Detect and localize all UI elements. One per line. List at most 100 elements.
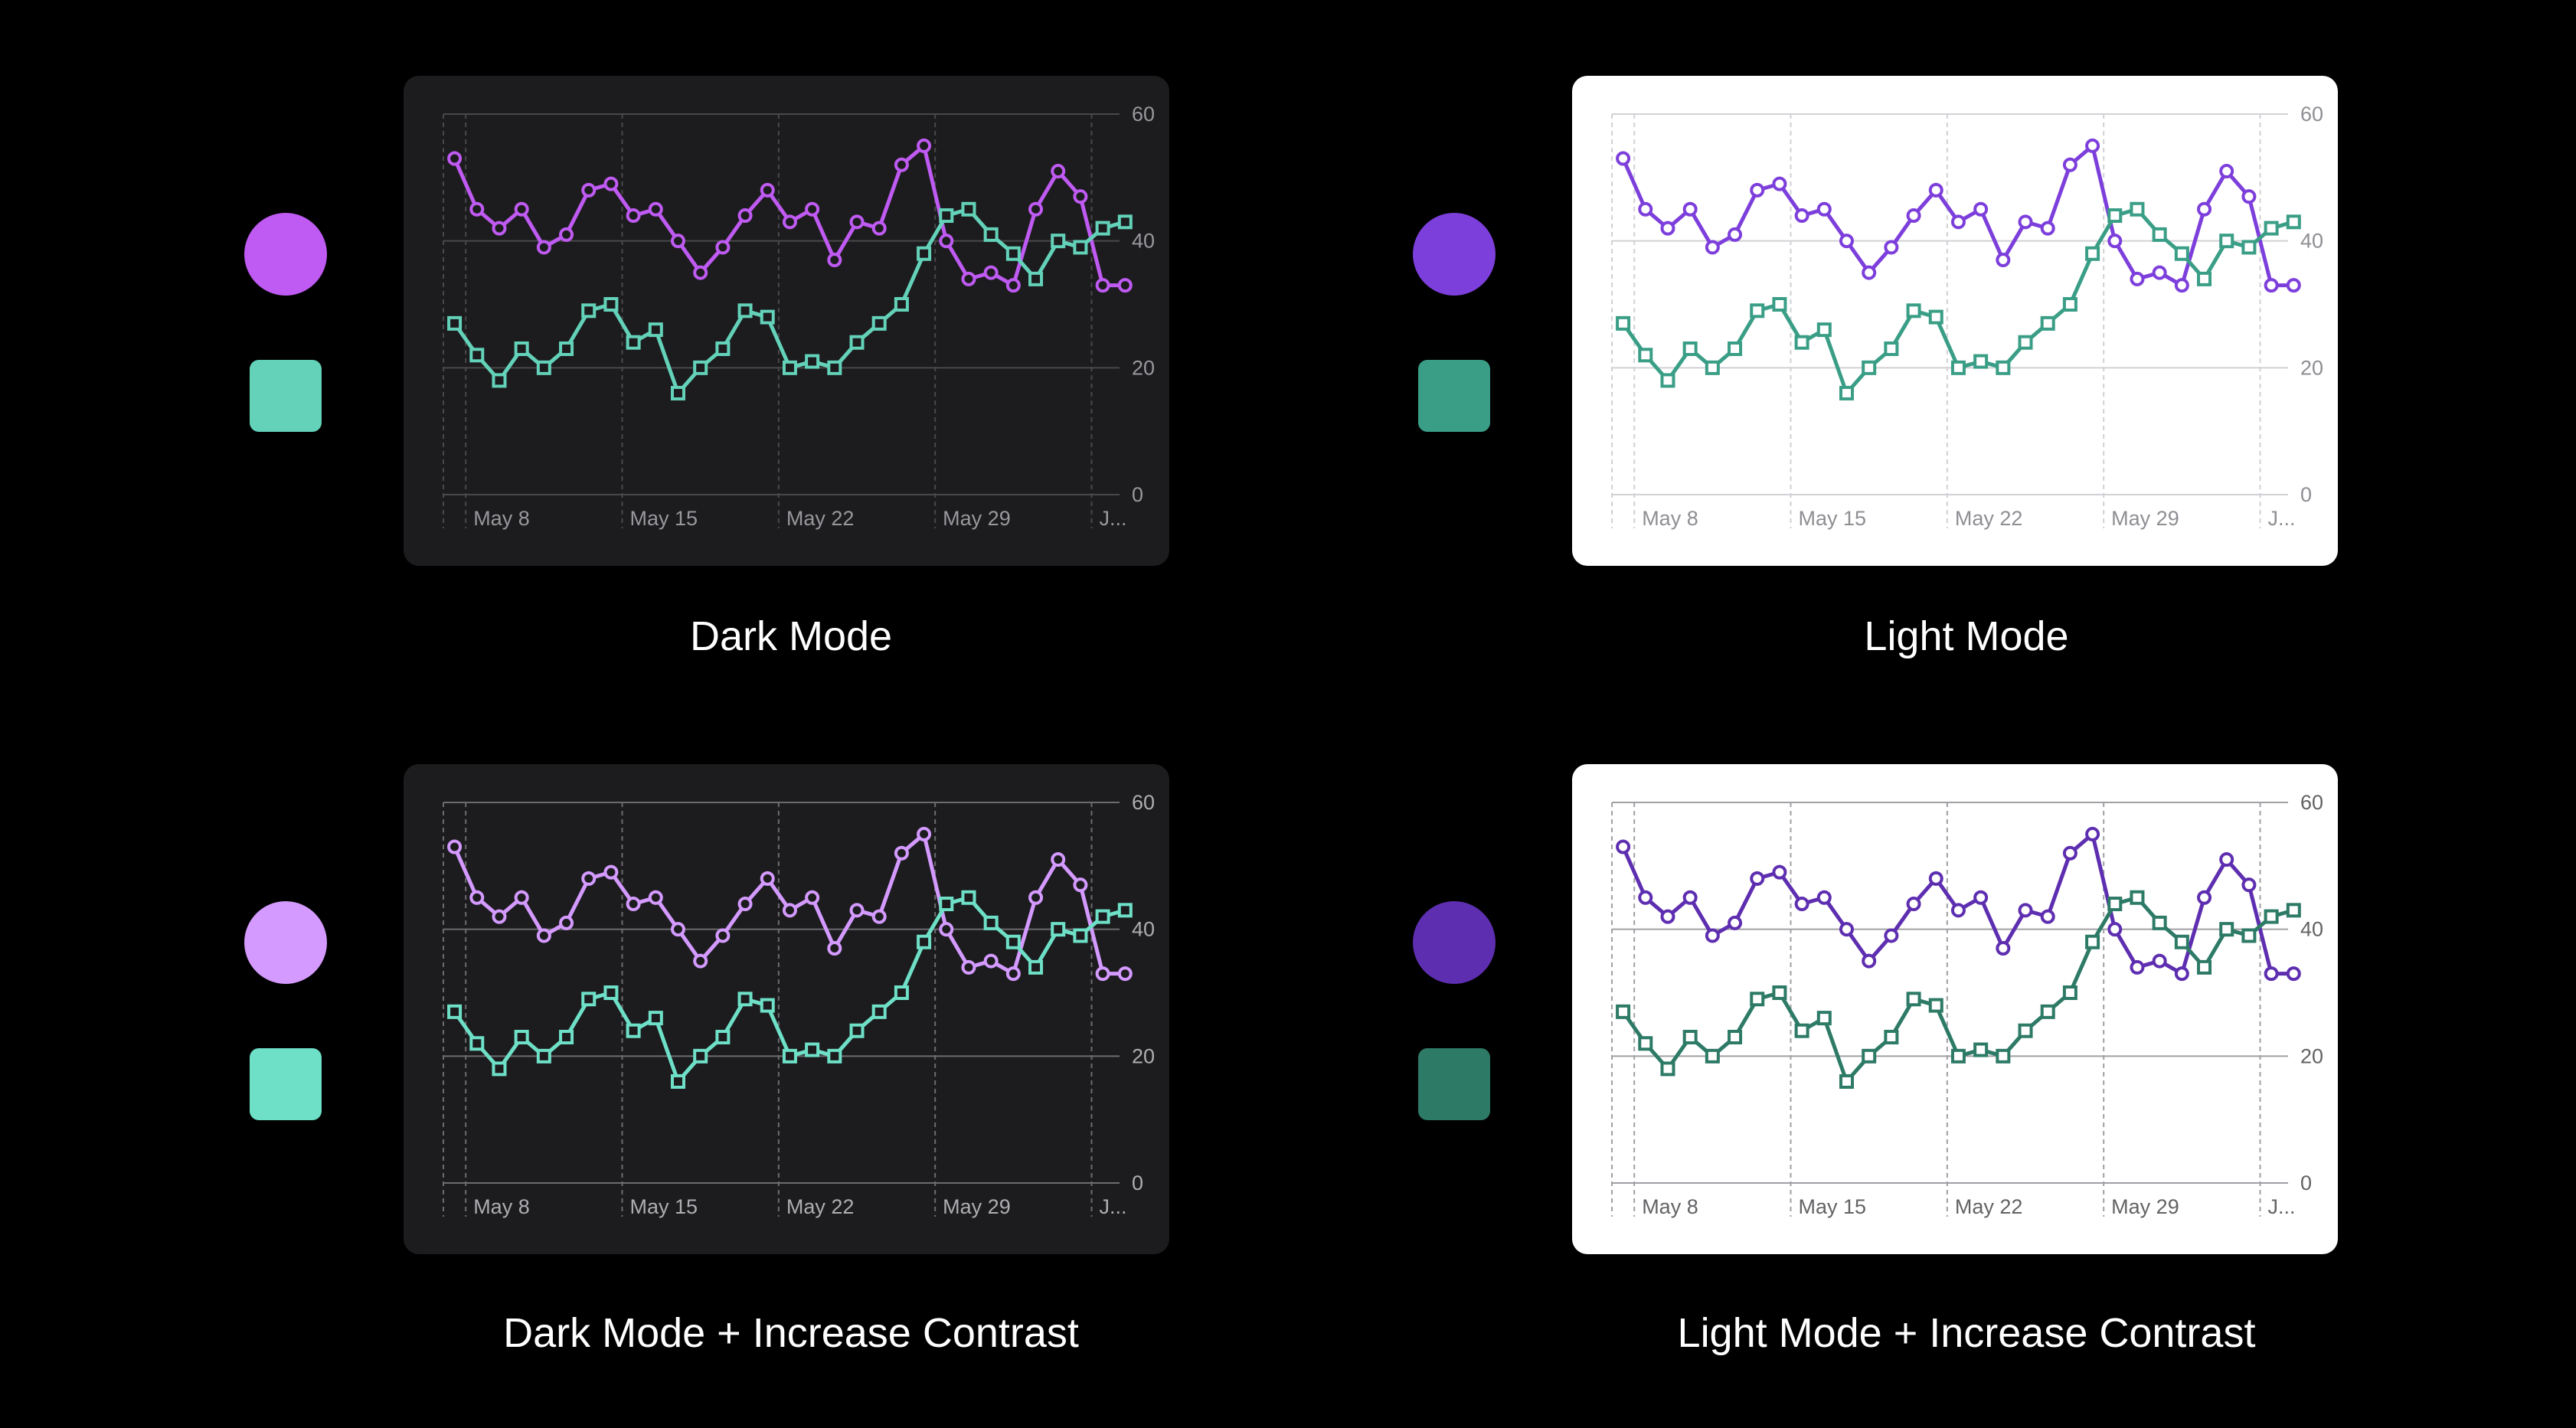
purple-series-swatch	[244, 901, 327, 984]
purple-data-point	[2085, 138, 2100, 153]
teal-data-point	[2286, 903, 2301, 918]
purple-data-point	[1616, 839, 1631, 855]
purple-data-point	[1996, 941, 2011, 956]
purple-data-point	[983, 265, 999, 280]
teal-data-point	[1095, 909, 1110, 924]
teal-data-point	[939, 897, 954, 912]
teal-data-point	[1728, 341, 1743, 356]
purple-data-point	[492, 221, 507, 236]
y-tick-label: 40	[2300, 918, 2323, 941]
purple-data-point	[1682, 890, 1698, 905]
purple-data-point	[1028, 890, 1044, 905]
purple-data-point	[871, 909, 887, 924]
teal-data-point	[469, 348, 485, 363]
x-tick-label: J...	[2268, 507, 2296, 530]
x-tick-label: May 29	[2111, 1195, 2179, 1218]
teal-data-point	[1638, 1036, 1653, 1051]
purple-data-point	[1117, 966, 1133, 982]
x-tick-label: May 15	[1799, 507, 1867, 530]
teal-data-point	[871, 1004, 887, 1019]
purple-data-point	[2241, 877, 2257, 893]
teal-data-point	[492, 1061, 507, 1077]
purple-data-point	[2219, 852, 2234, 868]
teal-data-point	[1772, 985, 1787, 1000]
teal-data-point	[447, 1004, 463, 1019]
purple-data-point	[871, 221, 887, 236]
x-tick-label: May 8	[473, 507, 530, 530]
teal-data-point	[447, 315, 463, 331]
teal-data-point	[1051, 922, 1066, 937]
y-tick-label: 0	[2300, 1171, 2312, 1194]
teal-data-point	[2197, 959, 2212, 975]
teal-data-point	[1928, 309, 1943, 325]
line-chart: 0 20 40 60 May 8 May 15 May 22 May 29 J...	[1611, 791, 2323, 1218]
purple-data-point	[1950, 903, 1966, 918]
teal-data-point	[1028, 271, 1044, 286]
x-tick-label: May 29	[943, 1195, 1011, 1218]
purple-data-point	[2219, 164, 2234, 179]
purple-data-point	[1839, 922, 1854, 937]
purple-data-point	[1005, 966, 1021, 982]
teal-data-point	[1794, 335, 1809, 350]
purple-data-point	[983, 953, 999, 969]
purple-data-point	[559, 227, 574, 242]
purple-data-point	[447, 839, 463, 855]
purple-data-point	[2062, 845, 2077, 861]
teal-data-point	[1906, 992, 1921, 1007]
purple-data-point	[2085, 826, 2100, 841]
teal-data-point	[1705, 360, 1720, 375]
teal-data-point	[2018, 1023, 2033, 1038]
teal-data-point	[2018, 335, 2033, 350]
purple-data-point	[737, 208, 753, 224]
y-tick-label: 0	[1132, 1171, 1143, 1194]
purple-data-point	[1973, 201, 1989, 217]
purple-data-point	[1073, 877, 1088, 893]
purple-data-point	[1816, 201, 1832, 217]
teal-data-point	[782, 360, 797, 375]
purple-data-point	[469, 201, 485, 217]
purple-data-point	[1794, 897, 1809, 912]
purple-data-point	[2018, 903, 2033, 918]
purple-data-point	[894, 845, 909, 861]
purple-data-point	[1750, 871, 1765, 886]
purple-data-point	[648, 890, 663, 905]
purple-data-point	[1884, 240, 1899, 255]
teal-data-point	[715, 341, 731, 356]
line-chart: 0 20 40 60 May 8 May 15 May 22 May 29 J...	[443, 791, 1155, 1218]
y-tick-label: 0	[1132, 483, 1143, 506]
y-tick-label: 20	[2300, 1044, 2323, 1067]
purple-data-point	[469, 890, 485, 905]
teal-data-point	[983, 915, 999, 930]
y-tick-label: 20	[1132, 356, 1155, 379]
purple-data-point	[1816, 890, 1832, 905]
teal-data-point	[894, 297, 909, 312]
y-tick-label: 20	[1132, 1044, 1155, 1067]
purple-data-point	[1750, 182, 1765, 198]
purple-data-point	[1862, 265, 1877, 280]
purple-data-point	[1884, 928, 1899, 943]
purple-data-point	[1862, 953, 1877, 969]
purple-data-point	[2197, 201, 2212, 217]
teal-data-point	[1996, 360, 2011, 375]
x-tick-label: May 29	[943, 507, 1011, 530]
purple-data-point	[1772, 864, 1787, 880]
purple-data-point	[1728, 227, 1743, 242]
x-tick-label: May 22	[1955, 1195, 2023, 1218]
teal-data-point	[1973, 1042, 1989, 1057]
teal-data-point	[603, 297, 619, 312]
teal-data-point	[2062, 985, 2077, 1000]
teal-data-point	[1616, 1004, 1631, 1019]
purple-data-point	[1928, 182, 1943, 198]
purple-series-swatch	[244, 213, 327, 296]
x-tick-label: May 8	[1642, 507, 1698, 530]
teal-data-point	[1638, 348, 1653, 363]
teal-data-point	[2085, 934, 2100, 949]
teal-data-point	[603, 985, 619, 1000]
teal-data-point	[559, 341, 574, 356]
caption-light-mode: Light Mode	[1864, 613, 2069, 659]
teal-data-point	[2040, 1004, 2055, 1019]
purple-data-point	[2286, 966, 2301, 982]
y-tick-label: 60	[1132, 791, 1155, 814]
y-tick-label: 60	[1132, 103, 1155, 126]
purple-data-point	[1839, 234, 1854, 249]
